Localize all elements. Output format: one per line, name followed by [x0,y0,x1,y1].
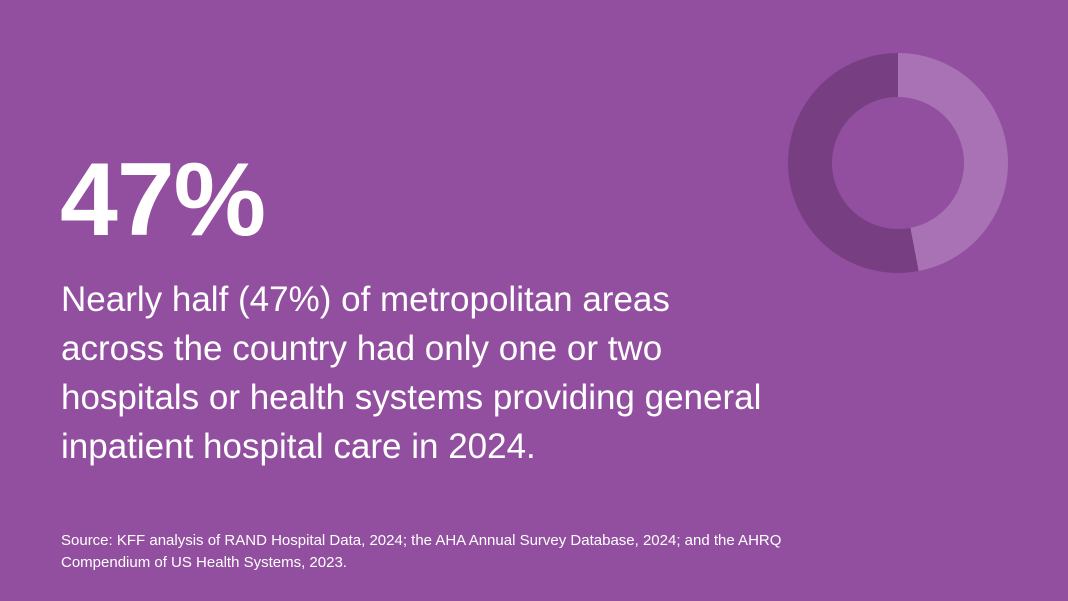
donut-segment-remainder [787,53,919,273]
donut-chart [787,53,1008,273]
source-note: Source: KFF analysis of RAND Hospital Da… [61,532,782,571]
headline-stat: 47% [60,142,266,258]
description: Nearly half (47%) of metropolitan areas … [61,280,762,466]
donut-segment-highlight [898,53,1008,272]
